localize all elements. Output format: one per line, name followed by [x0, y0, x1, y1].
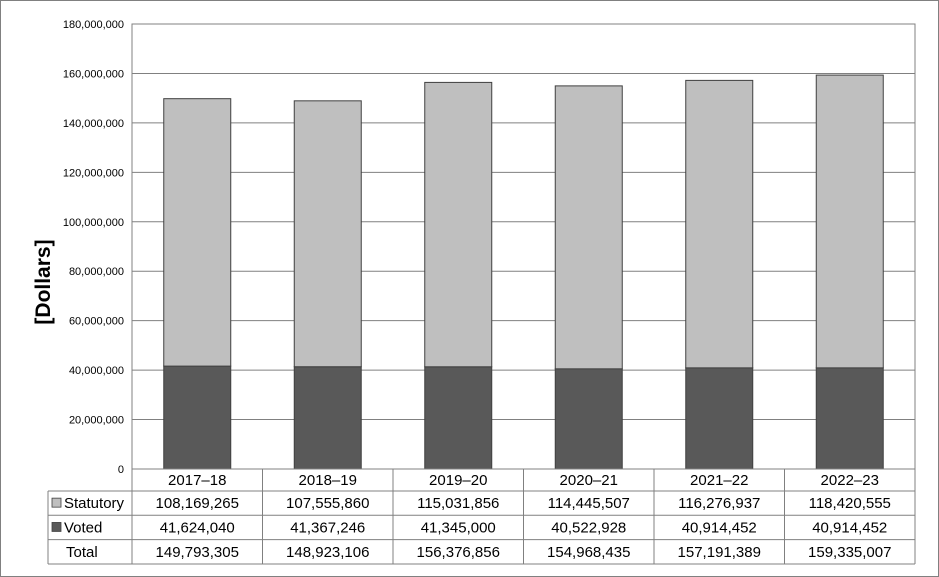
category-label: 2019–20	[429, 472, 487, 489]
row-header-voted: Voted	[64, 519, 102, 536]
y-tick-label: 160,000,000	[63, 68, 124, 80]
table-cell-statutory: 115,031,856	[417, 495, 499, 512]
table-cell-voted: 40,914,452	[812, 519, 887, 536]
table-cell-total: 159,335,007	[808, 544, 891, 561]
bar-voted	[685, 367, 754, 470]
category-label: 2020–21	[560, 472, 618, 489]
bar-statutory	[554, 85, 623, 370]
legend-swatch-statutory	[51, 497, 62, 508]
bar-statutory	[424, 81, 493, 368]
bar-statutory	[815, 74, 884, 369]
table-cell-statutory: 116,276,937	[678, 495, 760, 512]
row-header-total: Total	[66, 544, 98, 561]
table-cell-total: 154,968,435	[547, 544, 630, 561]
bar-voted	[424, 366, 493, 470]
legend-swatch-voted	[51, 522, 62, 532]
bar-statutory	[163, 98, 232, 367]
table-cell-voted: 41,345,000	[421, 519, 496, 536]
category-label: 2022–23	[821, 472, 879, 489]
bar-voted	[293, 366, 362, 470]
bar-voted	[815, 367, 884, 470]
table-cell-total: 149,793,305	[156, 544, 239, 561]
bar-statutory	[293, 100, 362, 368]
y-tick-label: 140,000,000	[63, 118, 124, 130]
category-label: 2017–18	[168, 472, 226, 489]
y-tick-label: 20,000,000	[69, 415, 124, 427]
y-tick-label: 120,000,000	[63, 167, 124, 179]
table-cell-statutory: 108,169,265	[156, 495, 239, 512]
y-tick-label: 0	[118, 464, 124, 476]
y-tick-label: 180,000,000	[63, 19, 124, 31]
table-cell-statutory: 114,445,507	[548, 495, 630, 512]
table-cell-voted: 41,624,040	[160, 519, 235, 536]
y-tick-label: 40,000,000	[69, 365, 124, 377]
bar-voted	[163, 365, 232, 470]
table-cell-voted: 41,367,246	[290, 519, 365, 536]
table-cell-voted: 40,914,452	[682, 519, 757, 536]
table-cell-voted: 40,522,928	[551, 519, 626, 536]
y-axis-label: [Dollars]	[32, 239, 55, 324]
y-tick-label: 100,000,000	[63, 217, 124, 229]
table-cell-total: 157,191,389	[678, 544, 761, 561]
category-label: 2018–19	[299, 472, 357, 489]
table-cell-statutory: 107,555,860	[286, 495, 369, 512]
table-cell-statutory: 118,420,555	[809, 495, 891, 512]
table-cell-total: 156,376,856	[417, 544, 500, 561]
y-tick-label: 60,000,000	[69, 316, 124, 328]
category-label: 2021–22	[690, 472, 748, 489]
bar-statutory	[685, 79, 754, 369]
row-header-statutory: Statutory	[64, 495, 125, 512]
table-cell-total: 148,923,106	[286, 544, 369, 561]
y-tick-label: 80,000,000	[69, 266, 124, 278]
bar-voted	[554, 368, 623, 470]
